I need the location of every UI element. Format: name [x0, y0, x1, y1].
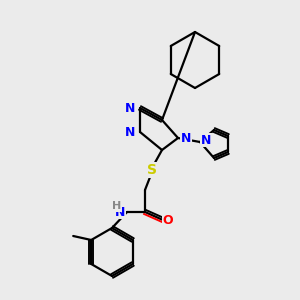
Text: N: N: [115, 206, 125, 218]
Text: N: N: [124, 125, 135, 139]
Text: O: O: [163, 214, 173, 227]
Text: N: N: [181, 131, 191, 145]
Text: S: S: [147, 163, 157, 177]
Text: N: N: [201, 134, 211, 146]
Text: H: H: [112, 201, 122, 211]
Text: N: N: [124, 101, 135, 115]
